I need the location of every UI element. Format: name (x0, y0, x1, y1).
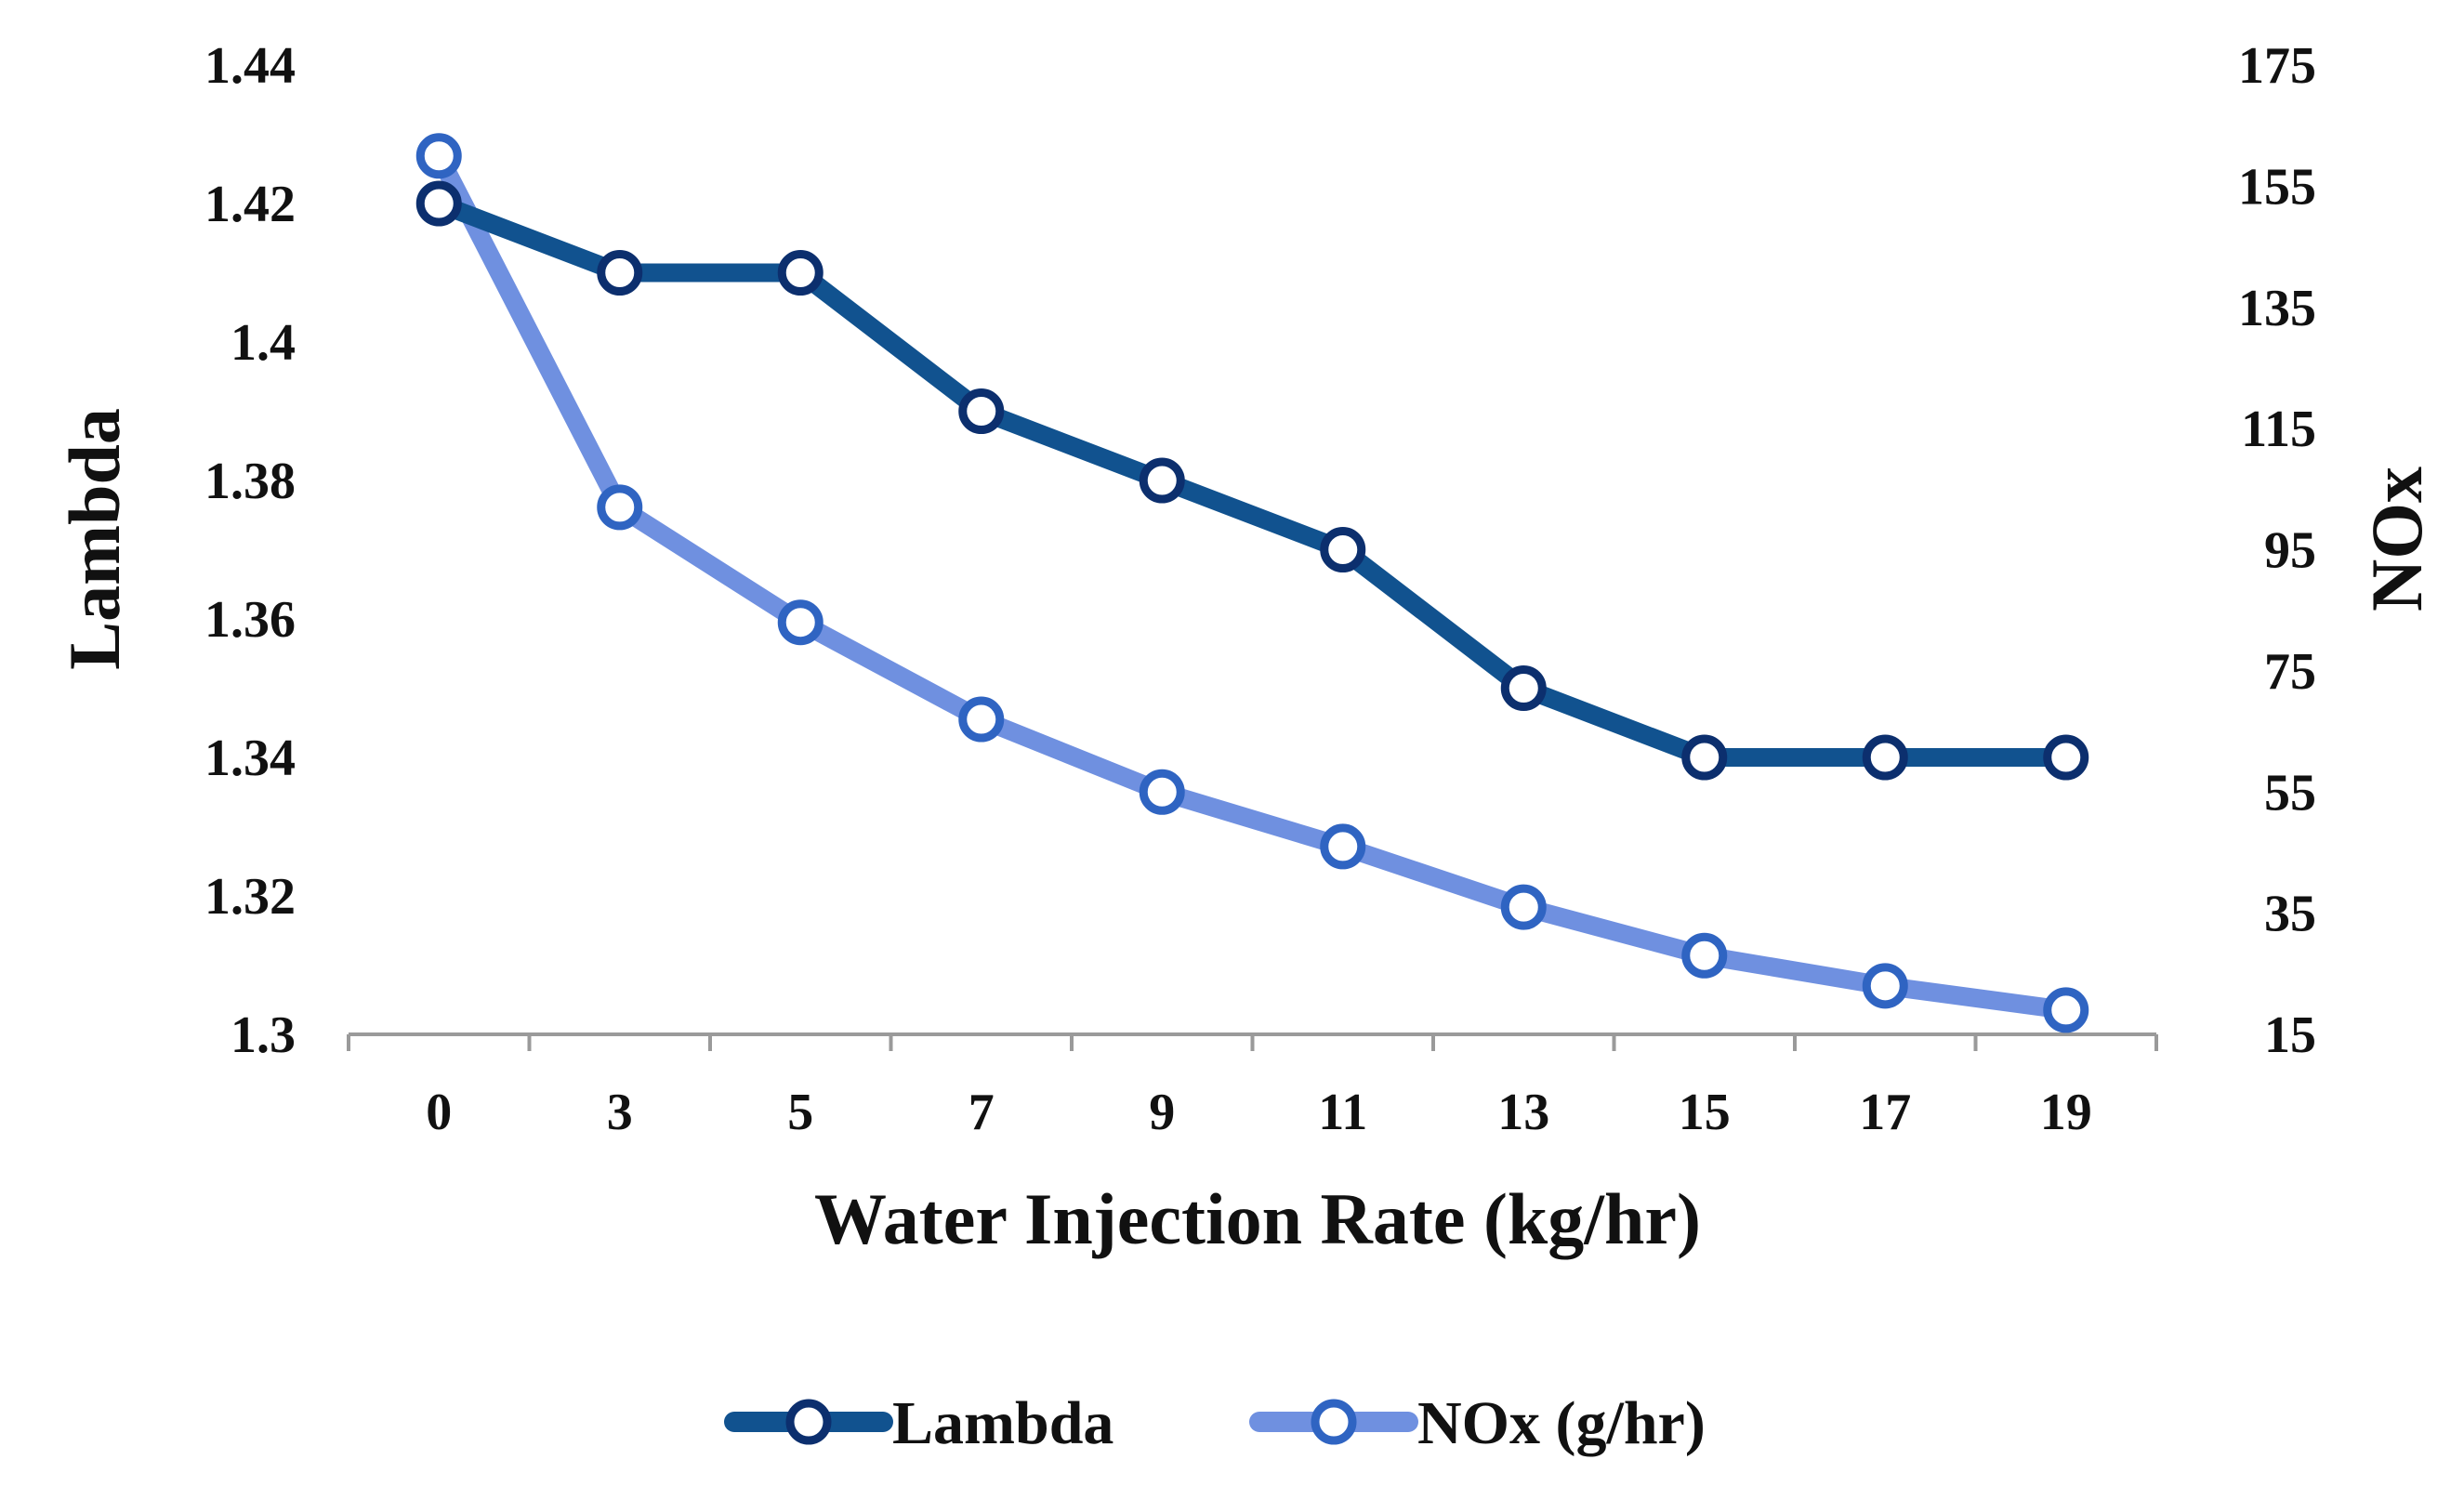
left-y-tick-label: 1.44 (204, 37, 296, 95)
x-tick-label: 7 (968, 1084, 995, 1141)
right-axis-title: NOx (2356, 467, 2437, 611)
right-y-tick-label: 55 (2264, 764, 2316, 822)
left-y-tick-label: 1.32 (204, 868, 296, 926)
tick-labels: 0 3 5 7 9 11 13 15 17 191.31.321.341.361.381.41.4… (204, 37, 2316, 1141)
data-point-nox-g-hr (1500, 884, 1547, 930)
right-y-tick-label: 95 (2264, 522, 2316, 580)
legend-marker-nox (1311, 1399, 1357, 1445)
right-y-tick-label: 135 (2238, 280, 2316, 337)
legend-marker-lambda (785, 1399, 832, 1445)
data-point-nox-g-hr (777, 599, 824, 646)
data-point-nox-g-hr (597, 484, 643, 531)
data-point-lambda (1139, 457, 1185, 504)
data-point-nox-g-hr (1320, 823, 1366, 870)
right-y-tick-label: 75 (2264, 643, 2316, 701)
right-y-tick-label: 155 (2238, 158, 2316, 216)
x-tick-label: 13 (1497, 1084, 1549, 1141)
data-point-lambda (777, 250, 824, 296)
x-tick-label: 0 (426, 1084, 452, 1141)
legend: Lambda NOx (g/hr) (724, 1389, 1706, 1457)
series-line-lambda (429, 194, 2075, 767)
x-tick-label: 5 (787, 1084, 813, 1141)
data-point-lambda (597, 250, 643, 296)
x-tick-label: 11 (1318, 1084, 1367, 1141)
data-point-lambda (415, 180, 462, 227)
x-tick-label: 15 (1679, 1084, 1731, 1141)
right-y-tick-label: 115 (2241, 401, 2316, 458)
left-y-tick-label: 1.3 (231, 1006, 296, 1064)
x-tick-label: 9 (1149, 1084, 1175, 1141)
data-point-nox-g-hr (415, 133, 462, 179)
data-point-lambda (1862, 734, 1908, 781)
x-tick-label: 19 (2040, 1084, 2092, 1141)
series-markers (415, 133, 2089, 1033)
data-point-nox-g-hr (1139, 769, 1185, 815)
data-point-lambda (1320, 527, 1366, 572)
left-axis-title: Lambda (54, 408, 135, 670)
x-tick-label: 17 (1859, 1084, 1911, 1141)
right-y-tick-label: 175 (2238, 37, 2316, 95)
legend-label-lambda: Lambda (892, 1389, 1113, 1457)
left-y-tick-label: 1.42 (204, 176, 296, 233)
right-y-tick-label: 35 (2264, 886, 2316, 943)
axes (347, 1032, 2158, 1051)
left-y-tick-label: 1.4 (231, 314, 296, 372)
left-y-tick-label: 1.38 (204, 453, 296, 510)
legend-label-nox: NOx (g/hr) (1417, 1389, 1706, 1457)
data-point-lambda (958, 388, 1005, 434)
left-y-tick-label: 1.34 (204, 730, 296, 787)
data-point-nox-g-hr (1862, 963, 1908, 1009)
data-point-lambda (2043, 734, 2089, 781)
data-point-lambda (1681, 734, 1728, 781)
left-y-tick-label: 1.36 (204, 591, 296, 649)
data-point-lambda (1500, 665, 1547, 711)
series-line-nox-g-hr (429, 146, 2075, 1019)
x-tick-label: 3 (607, 1084, 633, 1141)
data-point-nox-g-hr (958, 696, 1005, 743)
data-point-nox-g-hr (2043, 987, 2089, 1033)
data-point-nox-g-hr (1681, 932, 1728, 979)
series-lines (429, 146, 2075, 1019)
x-axis-title: Water Injection Rate (kg/hr) (814, 1178, 1701, 1259)
right-y-tick-label: 15 (2264, 1006, 2316, 1064)
